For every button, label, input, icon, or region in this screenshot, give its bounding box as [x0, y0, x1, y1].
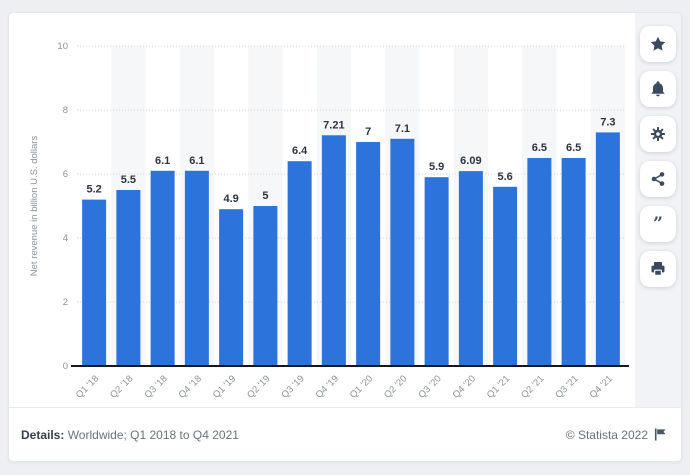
y-tick-label: 8 — [63, 105, 68, 116]
details-text: Details: Worldwide; Q1 2018 to Q4 2021 — [21, 428, 239, 442]
svg-text:”: ” — [653, 216, 663, 232]
bar-value-label: 5.2 — [86, 184, 101, 196]
bar-value-label: 7.21 — [323, 119, 344, 131]
x-tick-label: Q2 '20 — [382, 373, 409, 400]
bar-value-label: 6.5 — [532, 142, 547, 154]
x-tick-label: Q4 '20 — [451, 373, 478, 400]
x-tick-label: Q2 '18 — [108, 373, 135, 400]
quote-icon: ” — [653, 216, 663, 232]
bar-value-label: 5 — [262, 190, 268, 202]
x-tick-label: Q2 '21 — [519, 373, 546, 400]
bell-icon — [651, 81, 665, 97]
card-main: 0 2 4 6 8 10 5.2 5.5 6.1 6.1 4.9 5 6.4 7.21 7 7.1 5.9 6.0… — [9, 13, 681, 407]
bar-value-label: 7.1 — [395, 123, 410, 135]
bar-value-label: 7.3 — [600, 116, 615, 128]
bar[interactable] — [390, 138, 415, 366]
printer-icon — [651, 262, 665, 276]
print-button[interactable] — [640, 251, 676, 287]
share-button[interactable] — [640, 161, 676, 197]
favorite-button[interactable] — [640, 26, 676, 62]
bar-value-label: 4.9 — [223, 193, 238, 205]
bar[interactable] — [150, 170, 175, 366]
x-tick-label: Q4 '21 — [588, 373, 615, 400]
share-icon — [651, 172, 665, 186]
bar[interactable] — [595, 132, 620, 366]
bar[interactable] — [527, 158, 552, 366]
x-tick-label: Q3 '19 — [279, 373, 306, 400]
bar-value-label: 5.6 — [497, 171, 512, 183]
x-tick-label: Q1 '19 — [211, 373, 238, 400]
y-tick-label: 4 — [63, 233, 68, 244]
chart-card: 0 2 4 6 8 10 5.2 5.5 6.1 6.1 4.9 5 6.4 7.21 7 7.1 5.9 6.0… — [8, 12, 682, 462]
details-label: Details: — [21, 427, 65, 442]
bar-chart-svg: 0 2 4 6 8 10 5.2 5.5 6.1 6.1 4.9 5 6.4 7.21 7 7.1 5.9 6.0… — [29, 41, 629, 401]
settings-button[interactable] — [640, 116, 676, 152]
bar-value-label: 7 — [365, 126, 371, 138]
bar[interactable] — [458, 171, 483, 366]
bar[interactable] — [561, 158, 586, 366]
x-tick-label: Q1 '21 — [485, 373, 512, 400]
y-tick-label: 2 — [63, 297, 68, 308]
x-tick-label: Q2 '19 — [245, 373, 272, 400]
bar[interactable] — [184, 170, 209, 366]
bar-value-label: 6.1 — [189, 155, 204, 167]
alert-button[interactable] — [640, 71, 676, 107]
bar[interactable] — [116, 190, 141, 366]
cite-button[interactable]: ” — [640, 206, 676, 242]
gear-icon — [651, 127, 665, 141]
bar-chart: 0 2 4 6 8 10 5.2 5.5 6.1 6.1 4.9 5 6.4 7.21 7 7.1 5.9 6.0… — [9, 13, 635, 407]
bar[interactable] — [321, 135, 346, 366]
bar[interactable] — [287, 161, 312, 366]
action-toolbar: ” — [635, 13, 681, 407]
bar-value-label: 6.5 — [566, 142, 581, 154]
chart-footer: Details: Worldwide; Q1 2018 to Q4 2021 ©… — [9, 407, 681, 461]
bar[interactable] — [82, 199, 107, 366]
x-tick-label: Q4 '19 — [314, 373, 341, 400]
x-tick-label: Q3 '20 — [416, 373, 443, 400]
y-tick-label: 0 — [63, 361, 68, 372]
bar[interactable] — [356, 142, 381, 366]
bar[interactable] — [219, 209, 244, 366]
bar-value-label: 6.1 — [155, 155, 170, 167]
bar-value-label: 6.09 — [460, 155, 481, 167]
bar[interactable] — [424, 177, 449, 366]
bar-value-label: 5.9 — [429, 161, 444, 173]
bar[interactable] — [253, 206, 278, 366]
copyright: © Statista 2022 — [566, 428, 667, 442]
y-axis-title: Net revenue in billion U.S. dollars — [29, 136, 40, 277]
copyright-text: © Statista 2022 — [565, 427, 648, 442]
y-tick-label: 6 — [63, 169, 68, 180]
bar-value-label: 5.5 — [121, 174, 136, 186]
bar[interactable] — [493, 186, 518, 366]
flag-icon[interactable] — [654, 428, 667, 441]
star-icon — [650, 36, 666, 51]
x-tick-label: Q4 '18 — [177, 373, 204, 400]
x-tick-label: Q3 '18 — [142, 373, 169, 400]
x-tick-label: Q3 '21 — [553, 373, 580, 400]
details-value: Worldwide; Q1 2018 to Q4 2021 — [64, 427, 239, 442]
x-tick-label: Q1 '18 — [74, 373, 101, 400]
bar-value-label: 6.4 — [292, 145, 308, 157]
x-tick-label: Q1 '20 — [348, 373, 375, 400]
y-tick-label: 10 — [57, 41, 68, 52]
